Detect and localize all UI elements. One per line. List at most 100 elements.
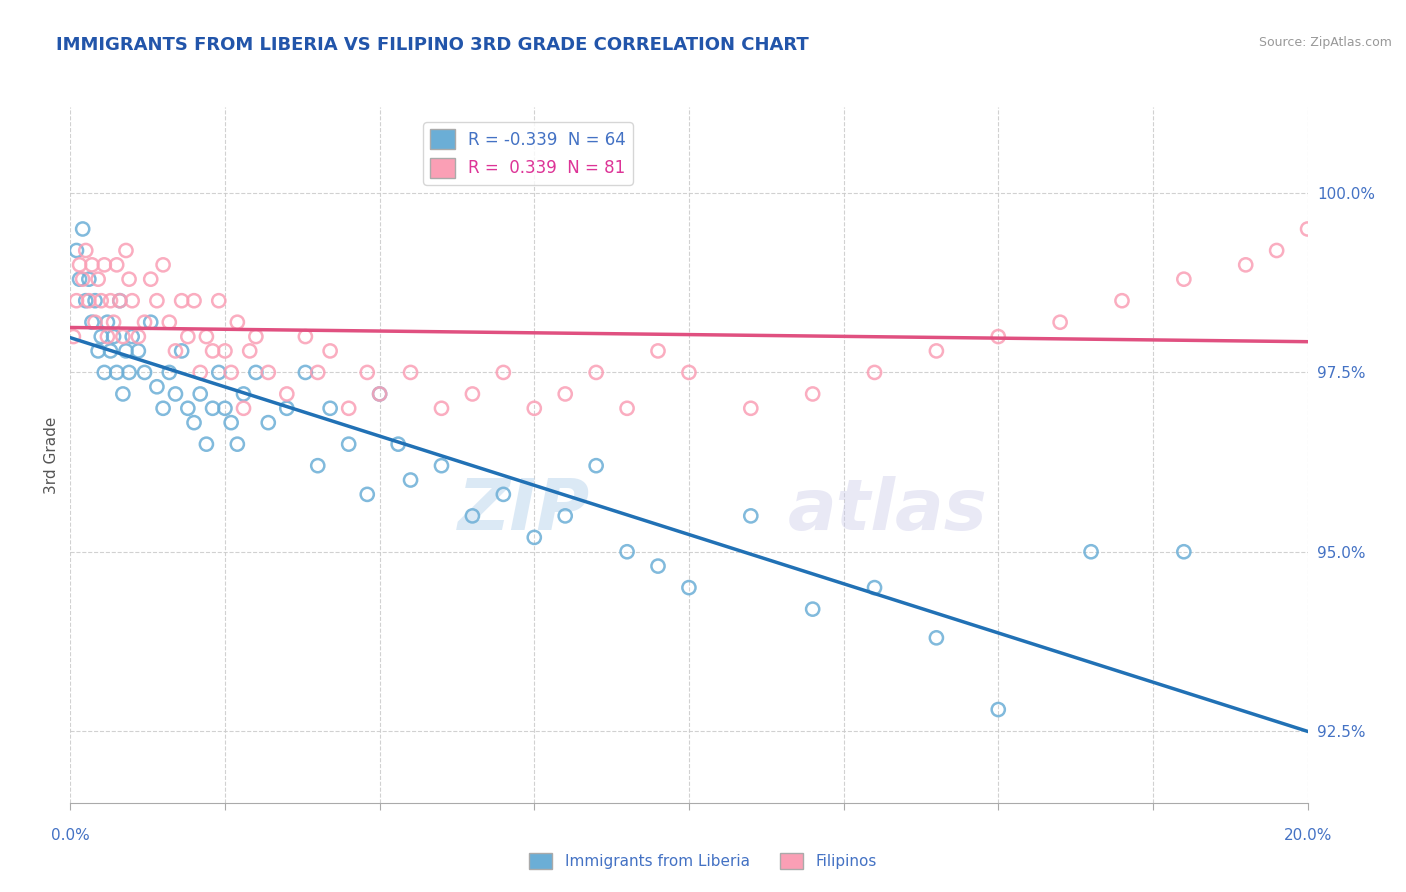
Point — [1080, 545, 1102, 559]
Point — [616, 545, 638, 559]
Point — [1173, 545, 1195, 559]
Point — [90, 329, 112, 343]
Point — [1265, 244, 1288, 258]
Point — [801, 387, 824, 401]
Point — [492, 366, 515, 380]
Point — [100, 343, 122, 358]
Point — [87, 272, 110, 286]
Point — [257, 416, 280, 430]
Point — [801, 602, 824, 616]
Point — [177, 401, 200, 416]
Point — [219, 416, 242, 430]
Point — [239, 343, 262, 358]
Point — [307, 366, 329, 380]
Point — [157, 315, 180, 329]
Point — [103, 329, 125, 343]
Point — [183, 293, 205, 308]
Point — [616, 401, 638, 416]
Point — [77, 272, 100, 286]
Point — [170, 293, 193, 308]
Point — [146, 380, 169, 394]
Point — [103, 315, 125, 329]
Point — [1049, 315, 1071, 329]
Point — [399, 366, 422, 380]
Point — [69, 258, 91, 272]
Point — [356, 366, 378, 380]
Point — [201, 343, 224, 358]
Point — [105, 366, 128, 380]
Point — [523, 401, 546, 416]
Point — [121, 329, 143, 343]
Point — [678, 366, 700, 380]
Point — [219, 366, 242, 380]
Point — [276, 401, 298, 416]
Point — [214, 343, 236, 358]
Point — [105, 258, 128, 272]
Point — [90, 293, 112, 308]
Point — [93, 366, 115, 380]
Point — [208, 366, 231, 380]
Point — [430, 401, 453, 416]
Point — [69, 272, 91, 286]
Point — [294, 329, 316, 343]
Point — [987, 329, 1010, 343]
Text: IMMIGRANTS FROM LIBERIA VS FILIPINO 3RD GRADE CORRELATION CHART: IMMIGRANTS FROM LIBERIA VS FILIPINO 3RD … — [56, 36, 808, 54]
Point — [368, 387, 391, 401]
Point — [152, 258, 174, 272]
Point — [201, 401, 224, 416]
Point — [80, 315, 103, 329]
Text: 0.0%: 0.0% — [51, 828, 90, 843]
Point — [127, 329, 149, 343]
Point — [188, 387, 211, 401]
Text: Source: ZipAtlas.com: Source: ZipAtlas.com — [1258, 36, 1392, 49]
Point — [276, 387, 298, 401]
Point — [399, 473, 422, 487]
Text: ZIP: ZIP — [458, 476, 591, 545]
Point — [96, 315, 118, 329]
Point — [118, 272, 141, 286]
Point — [461, 508, 484, 523]
Point — [165, 343, 187, 358]
Point — [65, 244, 87, 258]
Point — [139, 272, 162, 286]
Point — [356, 487, 378, 501]
Point — [195, 329, 218, 343]
Point — [75, 293, 97, 308]
Point — [115, 244, 138, 258]
Point — [100, 293, 122, 308]
Point — [108, 293, 131, 308]
Point — [157, 366, 180, 380]
Point — [319, 343, 342, 358]
Point — [127, 343, 149, 358]
Point — [319, 401, 342, 416]
Point — [152, 401, 174, 416]
Point — [337, 401, 360, 416]
Point — [523, 530, 546, 544]
Y-axis label: 3rd Grade: 3rd Grade — [44, 417, 59, 493]
Point — [72, 272, 94, 286]
Point — [337, 437, 360, 451]
Point — [214, 401, 236, 416]
Point — [554, 508, 576, 523]
Point — [368, 387, 391, 401]
Point — [177, 329, 200, 343]
Point — [108, 293, 131, 308]
Point — [987, 702, 1010, 716]
Point — [77, 293, 100, 308]
Legend: Immigrants from Liberia, Filipinos: Immigrants from Liberia, Filipinos — [523, 847, 883, 875]
Point — [678, 581, 700, 595]
Point — [115, 343, 138, 358]
Point — [96, 329, 118, 343]
Point — [165, 387, 187, 401]
Point — [146, 293, 169, 308]
Point — [139, 315, 162, 329]
Point — [585, 458, 607, 473]
Point — [461, 387, 484, 401]
Point — [1111, 293, 1133, 308]
Point — [245, 366, 267, 380]
Point — [1173, 272, 1195, 286]
Point — [134, 366, 156, 380]
Point — [257, 366, 280, 380]
Point — [1234, 258, 1257, 272]
Point — [65, 293, 87, 308]
